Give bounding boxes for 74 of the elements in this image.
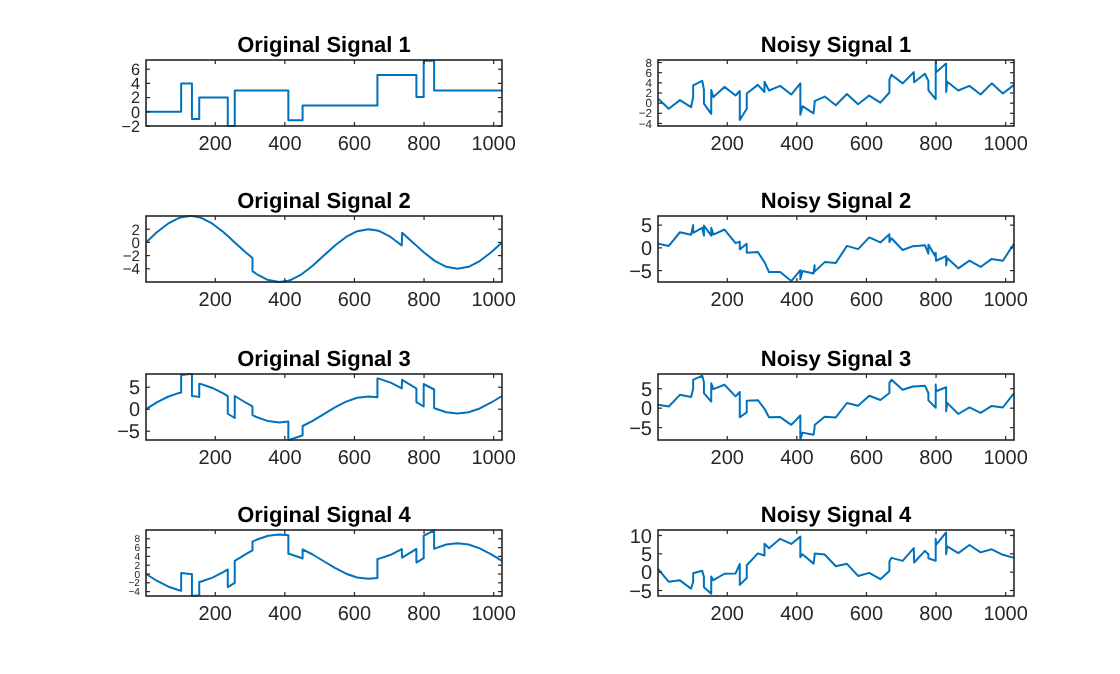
line-series — [657, 531, 1015, 595]
x-tick-label: 200 — [198, 604, 233, 626]
y-tick-label: 0 — [130, 103, 141, 122]
chart-title: Noisy Signal 2 — [760, 190, 912, 214]
y-tick-label: −5 — [629, 418, 653, 441]
x-tick-label: 800 — [919, 134, 954, 156]
x-tick-label: 800 — [407, 604, 442, 626]
x-tick-label: 1000 — [983, 604, 1029, 626]
x-tick-label: 800 — [407, 134, 442, 156]
x-tick-label: 1000 — [983, 134, 1029, 156]
y-tick-label: 4 — [130, 75, 141, 94]
x-tick-label: 600 — [849, 290, 885, 312]
x-tick-label: 1000 — [471, 134, 517, 156]
x-tick-label: 400 — [780, 134, 815, 156]
y-tick-label: −5 — [629, 581, 653, 604]
chart-title: Original Signal 3 — [237, 348, 411, 372]
x-tick-label: 400 — [780, 448, 815, 470]
line-series — [657, 374, 1015, 441]
y-tick-label: −2 — [121, 117, 141, 136]
line-series — [145, 215, 503, 283]
chart-title: Noisy Signal 3 — [760, 348, 912, 372]
x-tick-label: 200 — [710, 134, 745, 156]
x-tick-label: 1000 — [471, 604, 517, 626]
x-tick-label: 400 — [268, 134, 303, 156]
x-tick-label: 1000 — [471, 448, 517, 470]
y-tick-label: 0 — [640, 399, 653, 422]
x-tick-label: 800 — [919, 290, 954, 312]
x-tick-label: 1000 — [983, 448, 1029, 470]
x-tick-label: 800 — [919, 448, 954, 470]
x-tick-label: 200 — [710, 448, 745, 470]
x-tick-label: 400 — [780, 290, 815, 312]
x-tick-label: 600 — [849, 448, 885, 470]
line-series — [657, 61, 1015, 121]
x-tick-label: 600 — [849, 134, 885, 156]
y-tick-label: 5 — [640, 544, 653, 567]
chart-title: Original Signal 2 — [237, 190, 411, 214]
y-tick-label: 5 — [128, 378, 141, 401]
x-tick-label: 400 — [268, 448, 303, 470]
x-tick-label: 200 — [710, 604, 745, 626]
x-tick-label: 400 — [268, 290, 303, 312]
chart-title: Noisy Signal 1 — [760, 34, 912, 58]
y-tick-label: −5 — [117, 422, 141, 445]
y-tick-label: −5 — [629, 261, 653, 284]
line-series — [657, 224, 1015, 283]
x-tick-label: 600 — [337, 448, 373, 470]
y-tick-label: 0 — [640, 563, 653, 586]
x-tick-label: 200 — [710, 290, 745, 312]
x-tick-label: 400 — [268, 604, 303, 626]
x-tick-label: 600 — [337, 604, 373, 626]
x-tick-label: 800 — [407, 448, 442, 470]
x-tick-label: 200 — [198, 134, 233, 156]
y-tick-label: 0 — [640, 238, 653, 261]
x-tick-label: 1000 — [471, 290, 517, 312]
y-tick-label: 10 — [629, 526, 653, 549]
chart-title: Original Signal 1 — [237, 34, 411, 58]
x-tick-label: 200 — [198, 290, 233, 312]
x-tick-label: 800 — [919, 604, 954, 626]
x-tick-label: 600 — [849, 604, 885, 626]
x-tick-label: 400 — [780, 604, 815, 626]
line-series — [145, 529, 503, 597]
y-tick-label: 5 — [640, 379, 653, 402]
y-tick-label: 2 — [130, 89, 141, 108]
y-tick-label: 0 — [128, 400, 141, 423]
x-tick-label: 1000 — [983, 290, 1029, 312]
x-tick-label: 600 — [337, 134, 373, 156]
y-tick-label: 5 — [640, 216, 653, 239]
y-tick-label: 6 — [130, 60, 141, 79]
x-tick-label: 800 — [407, 290, 442, 312]
chart-title: Noisy Signal 4 — [760, 504, 913, 528]
chart-title: Original Signal 4 — [237, 504, 413, 528]
line-series — [145, 373, 503, 441]
x-tick-label: 200 — [198, 448, 233, 470]
x-tick-label: 600 — [337, 290, 373, 312]
line-series — [145, 59, 503, 127]
